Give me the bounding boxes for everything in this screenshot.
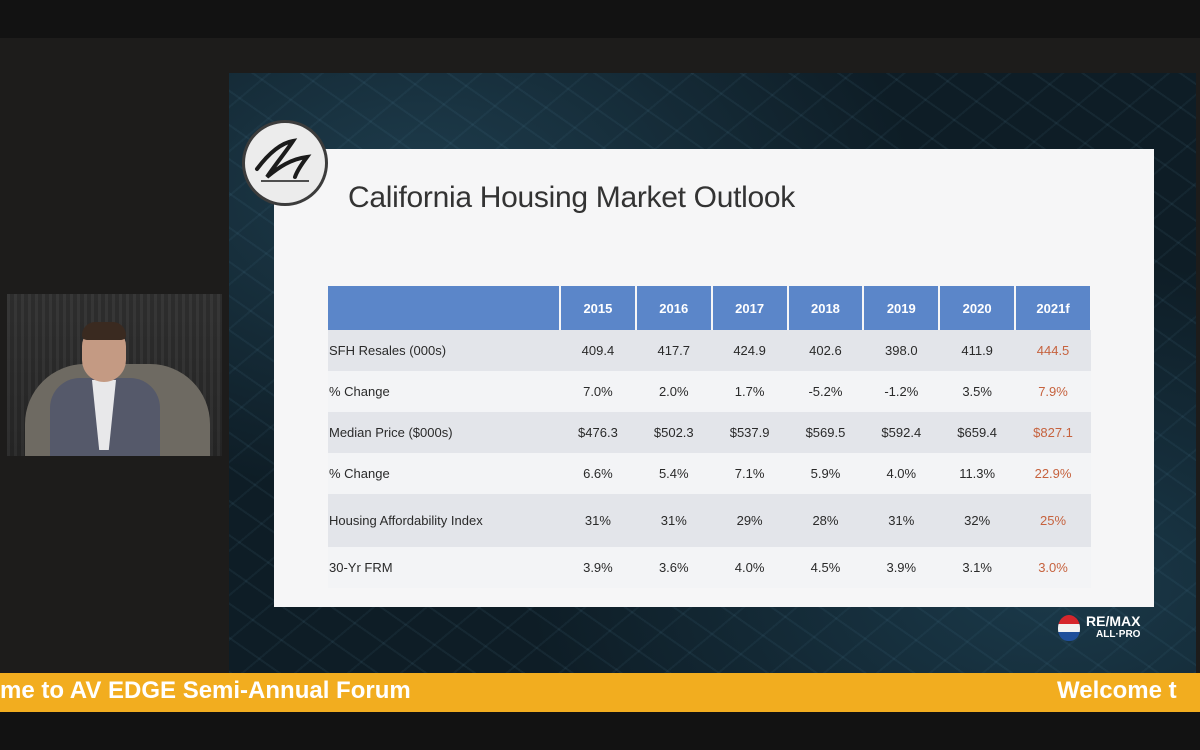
forecast-cell: 444.5 — [1015, 330, 1091, 371]
table-header-cell: 2015 — [560, 286, 637, 330]
table-header-cell: 2018 — [787, 286, 865, 330]
table-cell: 29% — [711, 494, 788, 547]
table-cell: 5.9% — [787, 453, 864, 494]
table-header-row: 2015 2016 2017 2018 2019 2020 2021f — [328, 286, 1092, 330]
table-cell: 3.9% — [560, 547, 636, 588]
table-cell: 424.9 — [711, 330, 788, 371]
table-cell: 31% — [635, 494, 712, 547]
table-cell: 402.6 — [787, 330, 864, 371]
table-header-cell: 2019 — [863, 286, 941, 330]
table-cell: $659.4 — [939, 412, 1016, 453]
table-cell: $592.4 — [863, 412, 940, 453]
table-cell: 411.9 — [939, 330, 1016, 371]
ticker-text-right: Welcome t — [1057, 677, 1177, 704]
table-cell: -5.2% — [787, 371, 864, 412]
table-header-cell: 2021f — [1015, 286, 1092, 330]
row-label: Housing Affordability Index — [328, 494, 560, 547]
housing-outlook-table: 2015 2016 2017 2018 2019 2020 2021f SFH … — [328, 286, 1092, 588]
table-row: % Change 6.6% 5.4% 7.1% 5.9% 4.0% 11.3% … — [328, 453, 1091, 494]
table-cell: 4.0% — [711, 547, 788, 588]
table-row: % Change 7.0% 2.0% 1.7% -5.2% -1.2% 3.5%… — [328, 371, 1091, 412]
table-cell: 28% — [787, 494, 864, 547]
table-row: Housing Affordability Index 31% 31% 29% … — [328, 494, 1091, 547]
forecast-cell: $827.1 — [1015, 412, 1091, 453]
table-cell: 32% — [939, 494, 1016, 547]
table-cell: 11.3% — [939, 453, 1016, 494]
remax-brand-name: RE/MAX — [1086, 613, 1141, 629]
row-label: % Change — [328, 371, 560, 412]
slide-content-panel: California Housing Market Outlook 2015 2… — [274, 149, 1154, 607]
table-cell: 31% — [863, 494, 940, 547]
table-cell: 5.4% — [635, 453, 712, 494]
table-cell: 31% — [560, 494, 636, 547]
table-cell: 417.7 — [635, 330, 712, 371]
table-cell: 409.4 — [560, 330, 636, 371]
table-cell: 1.7% — [711, 371, 788, 412]
welcome-ticker: me to AV EDGE Semi-Annual Forum Welcome … — [0, 673, 1200, 712]
table-cell: 6.6% — [560, 453, 636, 494]
table-cell: 3.1% — [939, 547, 1016, 588]
signature-logo-mark — [255, 138, 312, 182]
table-row: 30-Yr FRM 3.9% 3.6% 4.0% 4.5% 3.9% 3.1% … — [328, 547, 1091, 588]
table-header-cell: 2020 — [939, 286, 1017, 330]
table-cell: 4.5% — [787, 547, 864, 588]
table-cell: $476.3 — [560, 412, 636, 453]
row-label: 30-Yr FRM — [328, 547, 560, 588]
row-label: % Change — [328, 453, 560, 494]
remax-brand-sub: ALL·PRO — [1096, 629, 1141, 640]
table-cell: 3.9% — [863, 547, 940, 588]
table-header-cell: 2017 — [711, 286, 789, 330]
remax-logo: RE/MAX ALL·PRO — [1058, 613, 1158, 647]
row-label: Median Price ($000s) — [328, 412, 560, 453]
forecast-cell: 22.9% — [1015, 453, 1091, 494]
table-cell: $537.9 — [711, 412, 788, 453]
table-row: SFH Resales (000s) 409.4 417.7 424.9 402… — [328, 330, 1091, 371]
balloon-icon — [1058, 615, 1080, 641]
forecast-cell: 3.0% — [1015, 547, 1091, 588]
bottom-letterbox — [0, 712, 1200, 750]
table-cell: 3.6% — [635, 547, 712, 588]
table-header-cell: 2016 — [635, 286, 713, 330]
table-cell: $569.5 — [787, 412, 864, 453]
table-row: Median Price ($000s) $476.3 $502.3 $537.… — [328, 412, 1091, 453]
presenter-logo — [242, 120, 328, 206]
row-label: SFH Resales (000s) — [328, 330, 560, 371]
table-cell: $502.3 — [635, 412, 712, 453]
table-cell: 7.1% — [711, 453, 788, 494]
table-cell: 7.0% — [560, 371, 636, 412]
forecast-cell: 25% — [1015, 494, 1091, 547]
table-header-label — [328, 286, 561, 330]
speaker-hair — [82, 322, 126, 340]
table-cell: 4.0% — [863, 453, 940, 494]
forecast-cell: 7.9% — [1015, 371, 1091, 412]
ticker-text-left: me to AV EDGE Semi-Annual Forum — [0, 677, 411, 704]
top-letterbox — [0, 0, 1200, 38]
table-cell: -1.2% — [863, 371, 940, 412]
table-cell: 398.0 — [863, 330, 940, 371]
presentation-slide: California Housing Market Outlook 2015 2… — [229, 73, 1196, 673]
table-cell: 2.0% — [635, 371, 712, 412]
slide-title: California Housing Market Outlook — [348, 181, 795, 214]
table-cell: 3.5% — [939, 371, 1016, 412]
